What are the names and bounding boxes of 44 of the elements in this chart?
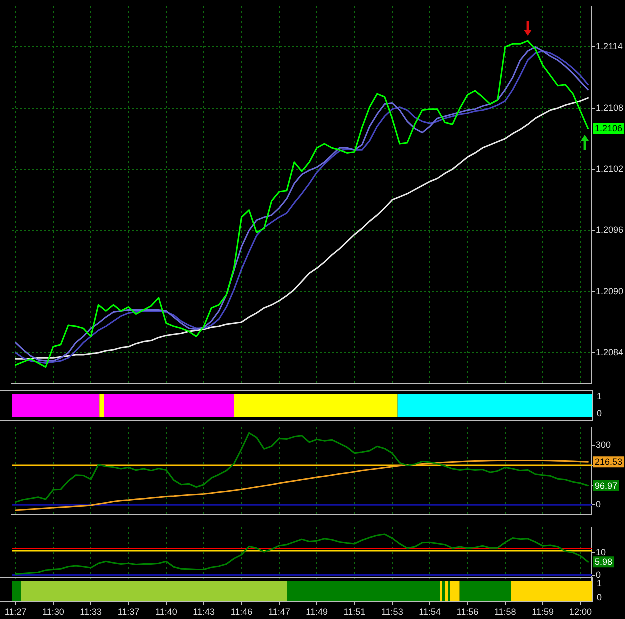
data-label: 1.2106 <box>595 124 623 134</box>
data-label: 5.98 <box>595 557 613 568</box>
bar <box>12 581 22 601</box>
x-tick-label: 11:49 <box>306 606 328 617</box>
x-tick-label: 11:27 <box>4 606 27 617</box>
y-tick-label: 1.2114 <box>596 42 623 52</box>
x-tick-label: 11:43 <box>193 606 216 617</box>
bar <box>460 581 512 601</box>
bar <box>100 394 104 417</box>
text: 1 <box>597 391 602 402</box>
data-label: 216.53 <box>595 457 623 468</box>
bar <box>442 581 446 601</box>
x-tick-label: 11:58 <box>494 606 516 617</box>
x-tick-label: 11:59 <box>532 606 554 617</box>
y-tick-label: 1.2108 <box>596 102 624 113</box>
x-tick-label: 12:00 <box>569 606 592 617</box>
x-tick-label: 11:33 <box>80 606 102 617</box>
y-tick-label: 0 <box>596 500 602 510</box>
x-tick-label: 11:56 <box>456 606 479 617</box>
x-tick-label: 11:40 <box>155 606 178 617</box>
y-tick-label: 1.2096 <box>596 225 624 236</box>
x-tick-label: 11:51 <box>344 606 366 617</box>
text: 1 <box>597 578 602 588</box>
x-tick-label: 11:47 <box>268 606 290 617</box>
bar <box>234 394 398 417</box>
bar <box>398 394 592 417</box>
x-tick-label: 11:54 <box>419 606 441 617</box>
bar <box>288 581 440 601</box>
bar <box>104 394 234 417</box>
x-tick-label: 11:30 <box>42 606 64 617</box>
bar <box>450 581 460 601</box>
bar <box>12 394 100 417</box>
y-tick-label: 1.2090 <box>596 286 624 296</box>
bar <box>21 581 288 601</box>
y-tick-label: 10 <box>596 548 606 558</box>
bar <box>511 581 592 601</box>
y-tick-label: 0 <box>596 570 602 580</box>
data-label: 96.97 <box>595 480 618 491</box>
y-tick-label: 300 <box>596 440 612 450</box>
x-tick-label: 11:53 <box>381 606 404 617</box>
x-tick-label: 11:46 <box>230 606 253 617</box>
x-tick-label: 11:37 <box>118 606 140 617</box>
y-tick-label: 1.2084 <box>596 348 624 358</box>
y-tick-label: 1.2102 <box>596 164 624 174</box>
